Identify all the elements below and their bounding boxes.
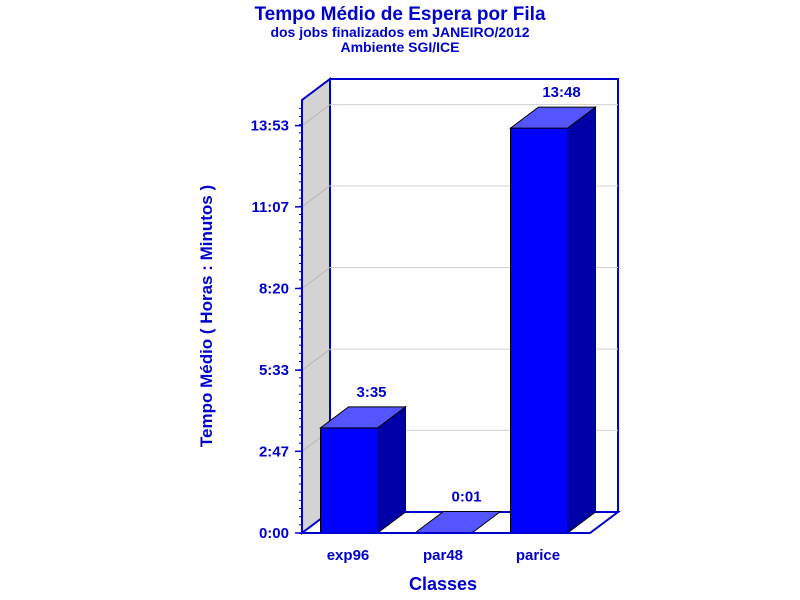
grid-line-side: [301, 267, 331, 289]
x-tick-label: exp96: [327, 547, 370, 564]
y-tick-label: 5:33: [259, 362, 289, 379]
chart-subtitle-environment: Ambiente SGI/ICE: [340, 39, 460, 55]
bar-front: [320, 427, 378, 534]
y-tick-label: 8:20: [259, 281, 289, 298]
y-tick-label: 13:53: [251, 118, 289, 135]
bar-parice: [509, 106, 597, 534]
x-tick-label: par48: [423, 547, 463, 564]
y-tick-label: 0:00: [259, 525, 289, 542]
y-axis-title: Tempo Médio ( Horas : Minutos ): [197, 185, 216, 447]
bar-exp96: [319, 405, 407, 534]
x-tick-label: parice: [516, 547, 560, 564]
x-axis-title: Classes: [409, 574, 477, 594]
bar-value-label: 3:35: [356, 384, 386, 401]
grid-line-side: [301, 348, 331, 371]
bar-value-label: 13:48: [542, 84, 580, 101]
bar-value-label: 0:01: [451, 489, 481, 506]
bar-top: [509, 106, 597, 129]
bar-front: [510, 127, 568, 534]
chart-title: Tempo Médio de Espera por Fila: [254, 4, 546, 25]
y-tick-label: 2:47: [259, 443, 289, 460]
bar-top: [319, 406, 407, 429]
chart-subtitle: dos jobs finalizados em JANEIRO/2012: [270, 24, 530, 40]
y-axis: 0:00 2:47 5:33 8:20 11:07 13:53: [251, 100, 590, 542]
x-axis: exp96 par48 parice: [327, 547, 560, 564]
grid-line-side: [301, 104, 331, 127]
bar-side: [567, 106, 596, 534]
bar-side: [377, 405, 406, 534]
y-tick-label: 11:07: [251, 199, 289, 216]
bars: 3:35 0:01 13:48: [319, 84, 597, 534]
grid-line-side: [301, 185, 331, 208]
